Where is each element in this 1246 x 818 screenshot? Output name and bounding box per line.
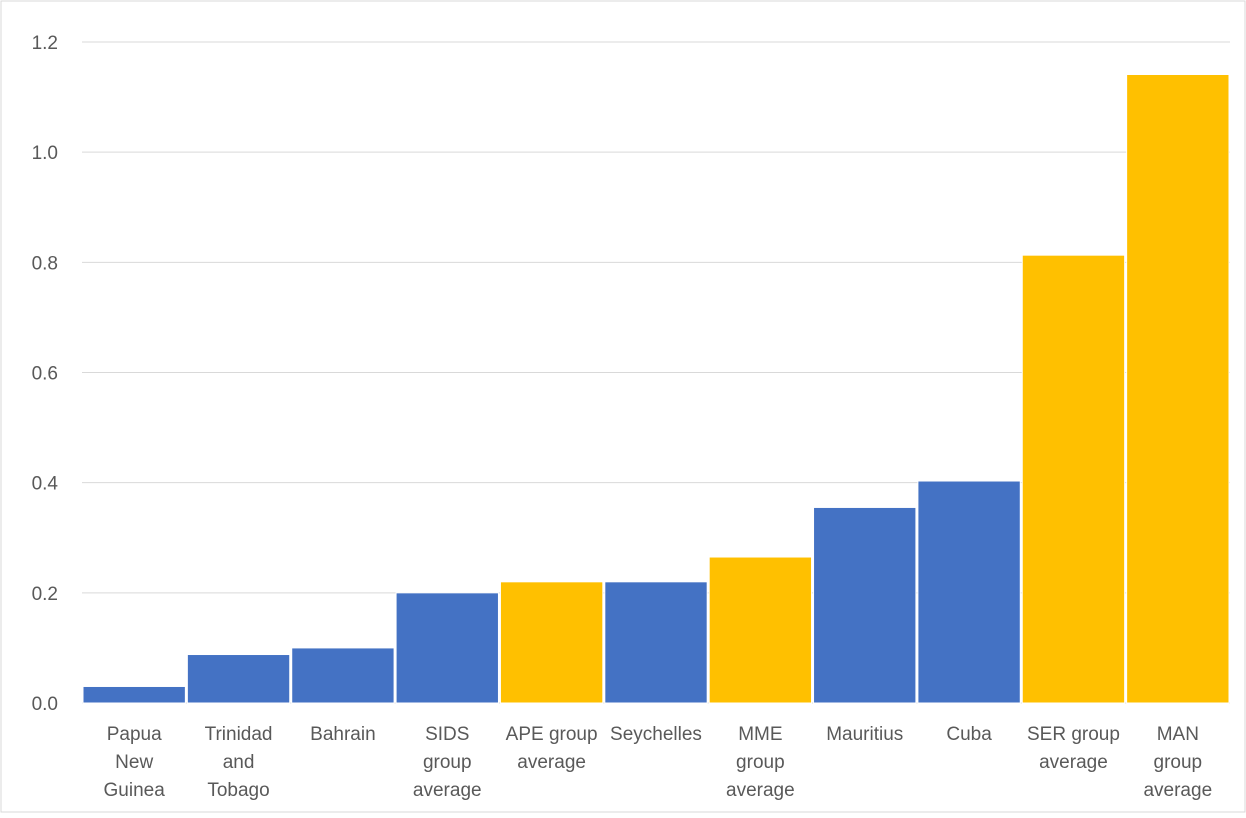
bar-country (813, 506, 917, 704)
bar-group-average (1021, 254, 1126, 704)
x-tick-label: Papua New Guinea (104, 724, 166, 801)
x-tick-label: Mauritius (826, 724, 903, 745)
x-tick-label-line: SER group (1027, 724, 1120, 745)
x-tick-label: MME group average (726, 724, 795, 801)
x-tick-label-line: average (517, 752, 586, 773)
x-tick-label: Trinidad and Tobago (205, 724, 273, 801)
x-tick-label-line: group (736, 752, 785, 773)
x-tick-label-line: SIDS (425, 724, 469, 745)
x-tick-label: Bahrain (310, 724, 376, 745)
y-tick-label: 0.8 (32, 253, 58, 274)
x-tick-label-line: Seychelles (610, 724, 702, 745)
x-tick-label-line: Tobago (207, 780, 269, 801)
x-tick-label-line: MME (738, 724, 782, 745)
bar-group-average (1126, 73, 1230, 704)
bar-country (395, 592, 499, 704)
y-tick-label: 0.6 (32, 364, 58, 385)
x-tick-label: SER group average (1027, 724, 1120, 773)
x-tick-label-line: New (115, 752, 153, 773)
y-axis-tick-labels: 0.0 0.2 0.4 0.6 0.8 1.0 1.2 (32, 33, 59, 715)
bars (82, 73, 1230, 704)
x-tick-label-line: MAN (1157, 724, 1199, 745)
y-tick-label: 0.2 (32, 584, 58, 605)
bar-country (604, 581, 708, 704)
x-tick-label: Cuba (946, 724, 992, 745)
x-tick-label: SIDS group average (413, 724, 482, 801)
y-tick-label: 0.0 (32, 694, 58, 715)
y-tick-label: 1.2 (32, 33, 58, 54)
bar-group-average (499, 581, 604, 704)
x-axis-tick-labels: Papua New Guinea Trinidad and Tobago Bahrain SI… (104, 724, 1213, 801)
x-tick-label-line: and (223, 752, 255, 773)
x-tick-label-line: average (1143, 780, 1212, 801)
x-tick-label-line: average (726, 780, 795, 801)
bar-group-average (708, 556, 813, 704)
y-tick-label: 1.0 (32, 143, 58, 164)
x-tick-label-line: Papua (107, 724, 162, 745)
x-tick-label-line: group (423, 752, 472, 773)
x-tick-label-line: average (1039, 752, 1108, 773)
x-tick-label-line: group (1154, 752, 1203, 773)
x-tick-label-line: Bahrain (310, 724, 376, 745)
x-tick-label: APE group average (506, 724, 598, 773)
x-tick-label: Seychelles (610, 724, 702, 745)
x-tick-label-line: Mauritius (826, 724, 903, 745)
x-tick-label-line: Guinea (104, 780, 166, 801)
y-tick-label: 0.4 (32, 474, 59, 495)
x-tick-label-line: Trinidad (205, 724, 273, 745)
x-tick-label-line: APE group (506, 724, 598, 745)
bar-country (291, 647, 395, 704)
bar-country (917, 480, 1021, 704)
x-tick-label-line: average (413, 780, 482, 801)
bar-country (186, 654, 291, 704)
bar-country (82, 685, 186, 704)
x-tick-label-line: Cuba (946, 724, 992, 745)
x-tick-label: MAN group average (1143, 724, 1212, 801)
